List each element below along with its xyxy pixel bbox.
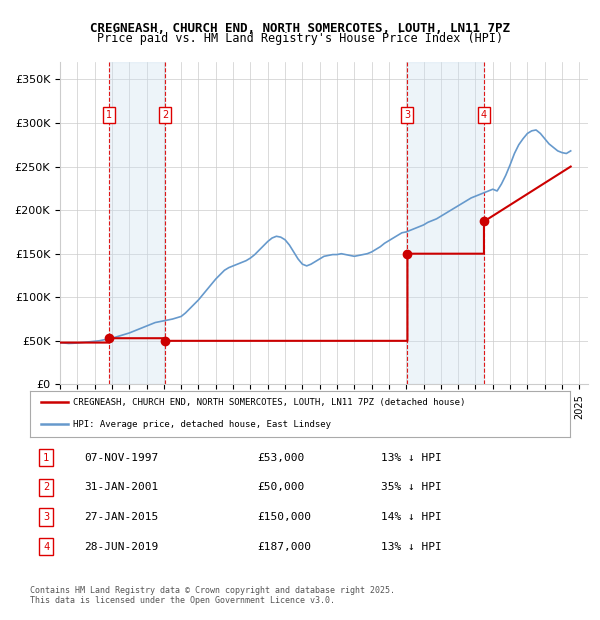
Text: 2: 2 xyxy=(43,482,49,492)
Text: 14% ↓ HPI: 14% ↓ HPI xyxy=(381,512,442,522)
Text: £187,000: £187,000 xyxy=(257,542,311,552)
Text: £53,000: £53,000 xyxy=(257,453,304,463)
Text: 3: 3 xyxy=(43,512,49,522)
Text: Price paid vs. HM Land Registry's House Price Index (HPI): Price paid vs. HM Land Registry's House … xyxy=(97,32,503,45)
Text: CREGNEASH, CHURCH END, NORTH SOMERCOTES, LOUTH, LN11 7PZ: CREGNEASH, CHURCH END, NORTH SOMERCOTES,… xyxy=(90,22,510,35)
Text: Contains HM Land Registry data © Crown copyright and database right 2025.
This d: Contains HM Land Registry data © Crown c… xyxy=(30,586,395,605)
Text: 1: 1 xyxy=(106,110,112,120)
Text: 1: 1 xyxy=(43,453,49,463)
Text: HPI: Average price, detached house, East Lindsey: HPI: Average price, detached house, East… xyxy=(73,420,331,428)
Text: 28-JUN-2019: 28-JUN-2019 xyxy=(84,542,158,552)
Text: 2: 2 xyxy=(162,110,169,120)
Text: 27-JAN-2015: 27-JAN-2015 xyxy=(84,512,158,522)
Text: 35% ↓ HPI: 35% ↓ HPI xyxy=(381,482,442,492)
Text: 4: 4 xyxy=(43,542,49,552)
Text: 3: 3 xyxy=(404,110,410,120)
Text: CREGNEASH, CHURCH END, NORTH SOMERCOTES, LOUTH, LN11 7PZ (detached house): CREGNEASH, CHURCH END, NORTH SOMERCOTES,… xyxy=(73,397,466,407)
Text: 07-NOV-1997: 07-NOV-1997 xyxy=(84,453,158,463)
Bar xyxy=(407,62,484,384)
Text: 13% ↓ HPI: 13% ↓ HPI xyxy=(381,453,442,463)
Text: 31-JAN-2001: 31-JAN-2001 xyxy=(84,482,158,492)
Text: £150,000: £150,000 xyxy=(257,512,311,522)
Text: £50,000: £50,000 xyxy=(257,482,304,492)
Bar xyxy=(109,62,165,384)
Text: 4: 4 xyxy=(481,110,487,120)
Text: 13% ↓ HPI: 13% ↓ HPI xyxy=(381,542,442,552)
